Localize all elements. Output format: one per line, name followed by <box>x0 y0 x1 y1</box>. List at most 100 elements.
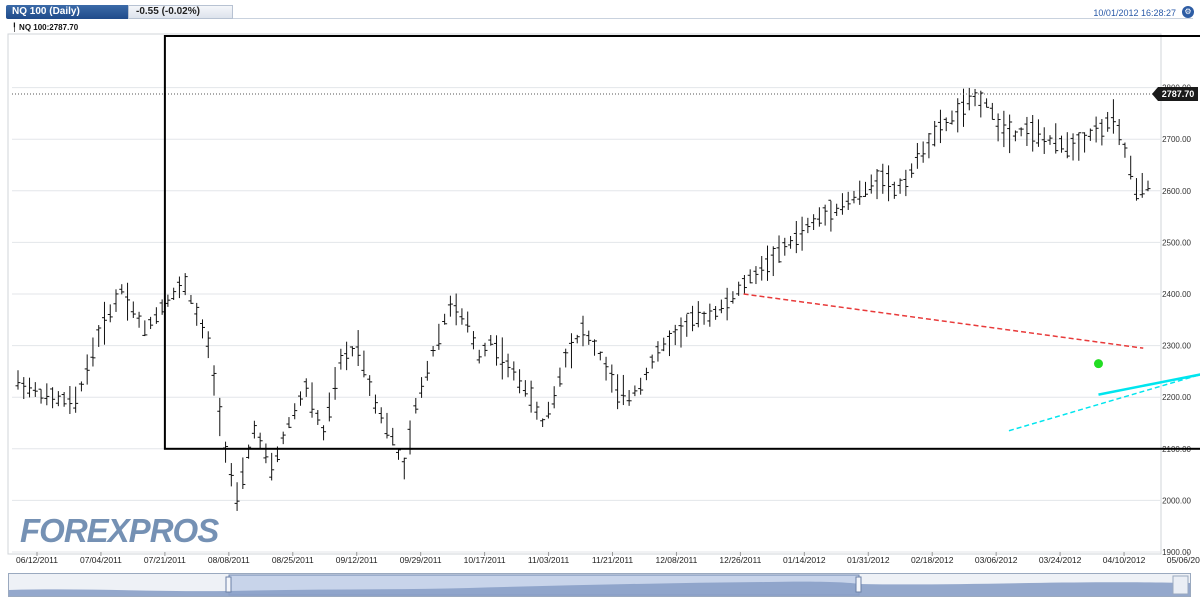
ohlc-bar <box>851 190 857 204</box>
ohlc-bar <box>545 401 551 419</box>
ohlc-bar <box>1116 119 1122 146</box>
resistance-trendline <box>743 293 1144 349</box>
ohlc-bar <box>592 339 598 356</box>
ohlc-bar <box>32 382 38 397</box>
ohlc-bar <box>568 333 574 369</box>
navigator-graph <box>9 574 1190 596</box>
y-tick-label: 2500.00 <box>1162 238 1191 247</box>
ohlc-bar <box>793 221 799 254</box>
ohlc-bar <box>136 311 142 328</box>
ohlc-bar <box>442 313 448 325</box>
ohlc-bar <box>557 367 563 387</box>
ohlc-bar <box>874 168 880 200</box>
ohlc-bar <box>1128 155 1134 180</box>
ohlc-bar <box>338 348 344 370</box>
ohlc-bar <box>920 141 926 163</box>
ohlc-bar <box>125 282 131 321</box>
ohlc-bar <box>188 294 194 304</box>
navigator-right-handle[interactable] <box>855 576 862 593</box>
ohlc-bar <box>78 381 84 392</box>
ohlc-bar <box>741 274 747 295</box>
ohlc-bar <box>511 361 517 381</box>
navigator-scroll-left[interactable] <box>1172 575 1189 595</box>
ohlc-bar <box>1018 127 1024 137</box>
ohlc-bar <box>909 163 915 178</box>
ohlc-bar <box>390 427 396 446</box>
ohlc-bar <box>1105 111 1111 132</box>
ohlc-bar <box>349 346 355 357</box>
navigator-left-handle[interactable] <box>225 576 232 593</box>
ohlc-bar <box>811 214 817 230</box>
ohlc-bar <box>119 284 125 295</box>
ohlc-bar <box>61 392 67 407</box>
ohlc-bar <box>580 315 586 347</box>
ohlc-bar <box>223 441 229 463</box>
ohlc-bar <box>626 390 632 406</box>
ohlc-bar <box>770 246 776 277</box>
ohlc-bar <box>886 165 892 202</box>
ohlc-bar <box>747 269 753 284</box>
ohlc-bar <box>488 334 494 346</box>
ohlc-bar <box>995 113 1001 142</box>
ohlc-bar <box>903 169 909 197</box>
ohlc-bar <box>199 319 205 339</box>
ohlc-bar <box>436 323 442 350</box>
ohlc-bar <box>1093 116 1099 143</box>
ohlc-bar <box>107 304 113 323</box>
ohlc-bar <box>1059 135 1065 153</box>
ohlc-bar <box>937 109 943 144</box>
ohlc-bar <box>701 311 707 325</box>
ohlc-bar <box>321 425 327 441</box>
navigator-area <box>9 581 1190 596</box>
ohlc-bar <box>638 377 644 395</box>
ohlc-bar <box>788 235 794 249</box>
ohlc-bar <box>55 391 61 407</box>
ohlc-bar <box>217 397 223 437</box>
header-rule <box>233 18 1193 19</box>
ohlc-bar <box>684 312 690 337</box>
ohlc-bar <box>891 181 897 199</box>
ohlc-bar <box>15 370 21 390</box>
ohlc-bar <box>182 273 188 296</box>
chart-ohlc-icon: ╿ <box>12 23 20 32</box>
x-tick-label: 05/06/2012 <box>1167 555 1200 565</box>
ohlc-bar <box>586 330 592 345</box>
instrument-tab[interactable]: NQ 100 (Daily) <box>6 5 128 19</box>
ohlc-bar <box>1064 132 1070 159</box>
x-tick-label: 01/14/2012 <box>783 555 826 565</box>
y-tick-label: 1900.00 <box>1162 548 1191 557</box>
ohlc-bar <box>1041 127 1047 154</box>
navigator[interactable] <box>8 573 1191 597</box>
ohlc-bar <box>816 207 822 227</box>
settings-icon[interactable]: ⚙ <box>1182 6 1194 18</box>
ohlc-bar <box>344 341 350 371</box>
x-tick-label: 12/26/2011 <box>719 555 761 565</box>
ohlc-bar <box>401 457 407 480</box>
ohlc-bar <box>707 303 713 327</box>
ohlc-bar <box>303 378 309 397</box>
ohlc-bar <box>246 444 252 459</box>
price-chart: 1900.002000.002100.002200.002300.002400.… <box>7 33 1200 565</box>
ohlc-bar <box>678 317 684 348</box>
ohlc-bar <box>153 307 159 324</box>
ohlc-bar <box>159 299 165 315</box>
ohlc-bar <box>1035 119 1041 147</box>
x-tick-label: 03/24/2012 <box>1039 555 1082 565</box>
ohlc-bar <box>839 193 845 215</box>
ohlc-bar <box>863 181 868 197</box>
last-price-label: 2787.70 <box>1152 86 1198 101</box>
x-tick-label: 02/18/2012 <box>911 555 954 565</box>
ohlc-bar <box>989 102 995 120</box>
ohlc-bar <box>367 375 373 396</box>
ohlc-bar <box>378 407 384 424</box>
highlight-box <box>163 35 1200 450</box>
change-readout: -0.55 (-0.02%) <box>128 5 233 19</box>
ohlc-bar <box>966 87 972 111</box>
x-tick-label: 11/03/2011 <box>528 555 570 565</box>
ohlc-bar <box>563 348 569 368</box>
ohlc-bar <box>551 386 557 409</box>
x-tick-label: 06/12/2011 <box>16 555 58 565</box>
y-tick-label: 2700.00 <box>1162 135 1191 144</box>
ohlc-bar <box>1030 114 1036 152</box>
ohlc-bar <box>632 385 638 397</box>
